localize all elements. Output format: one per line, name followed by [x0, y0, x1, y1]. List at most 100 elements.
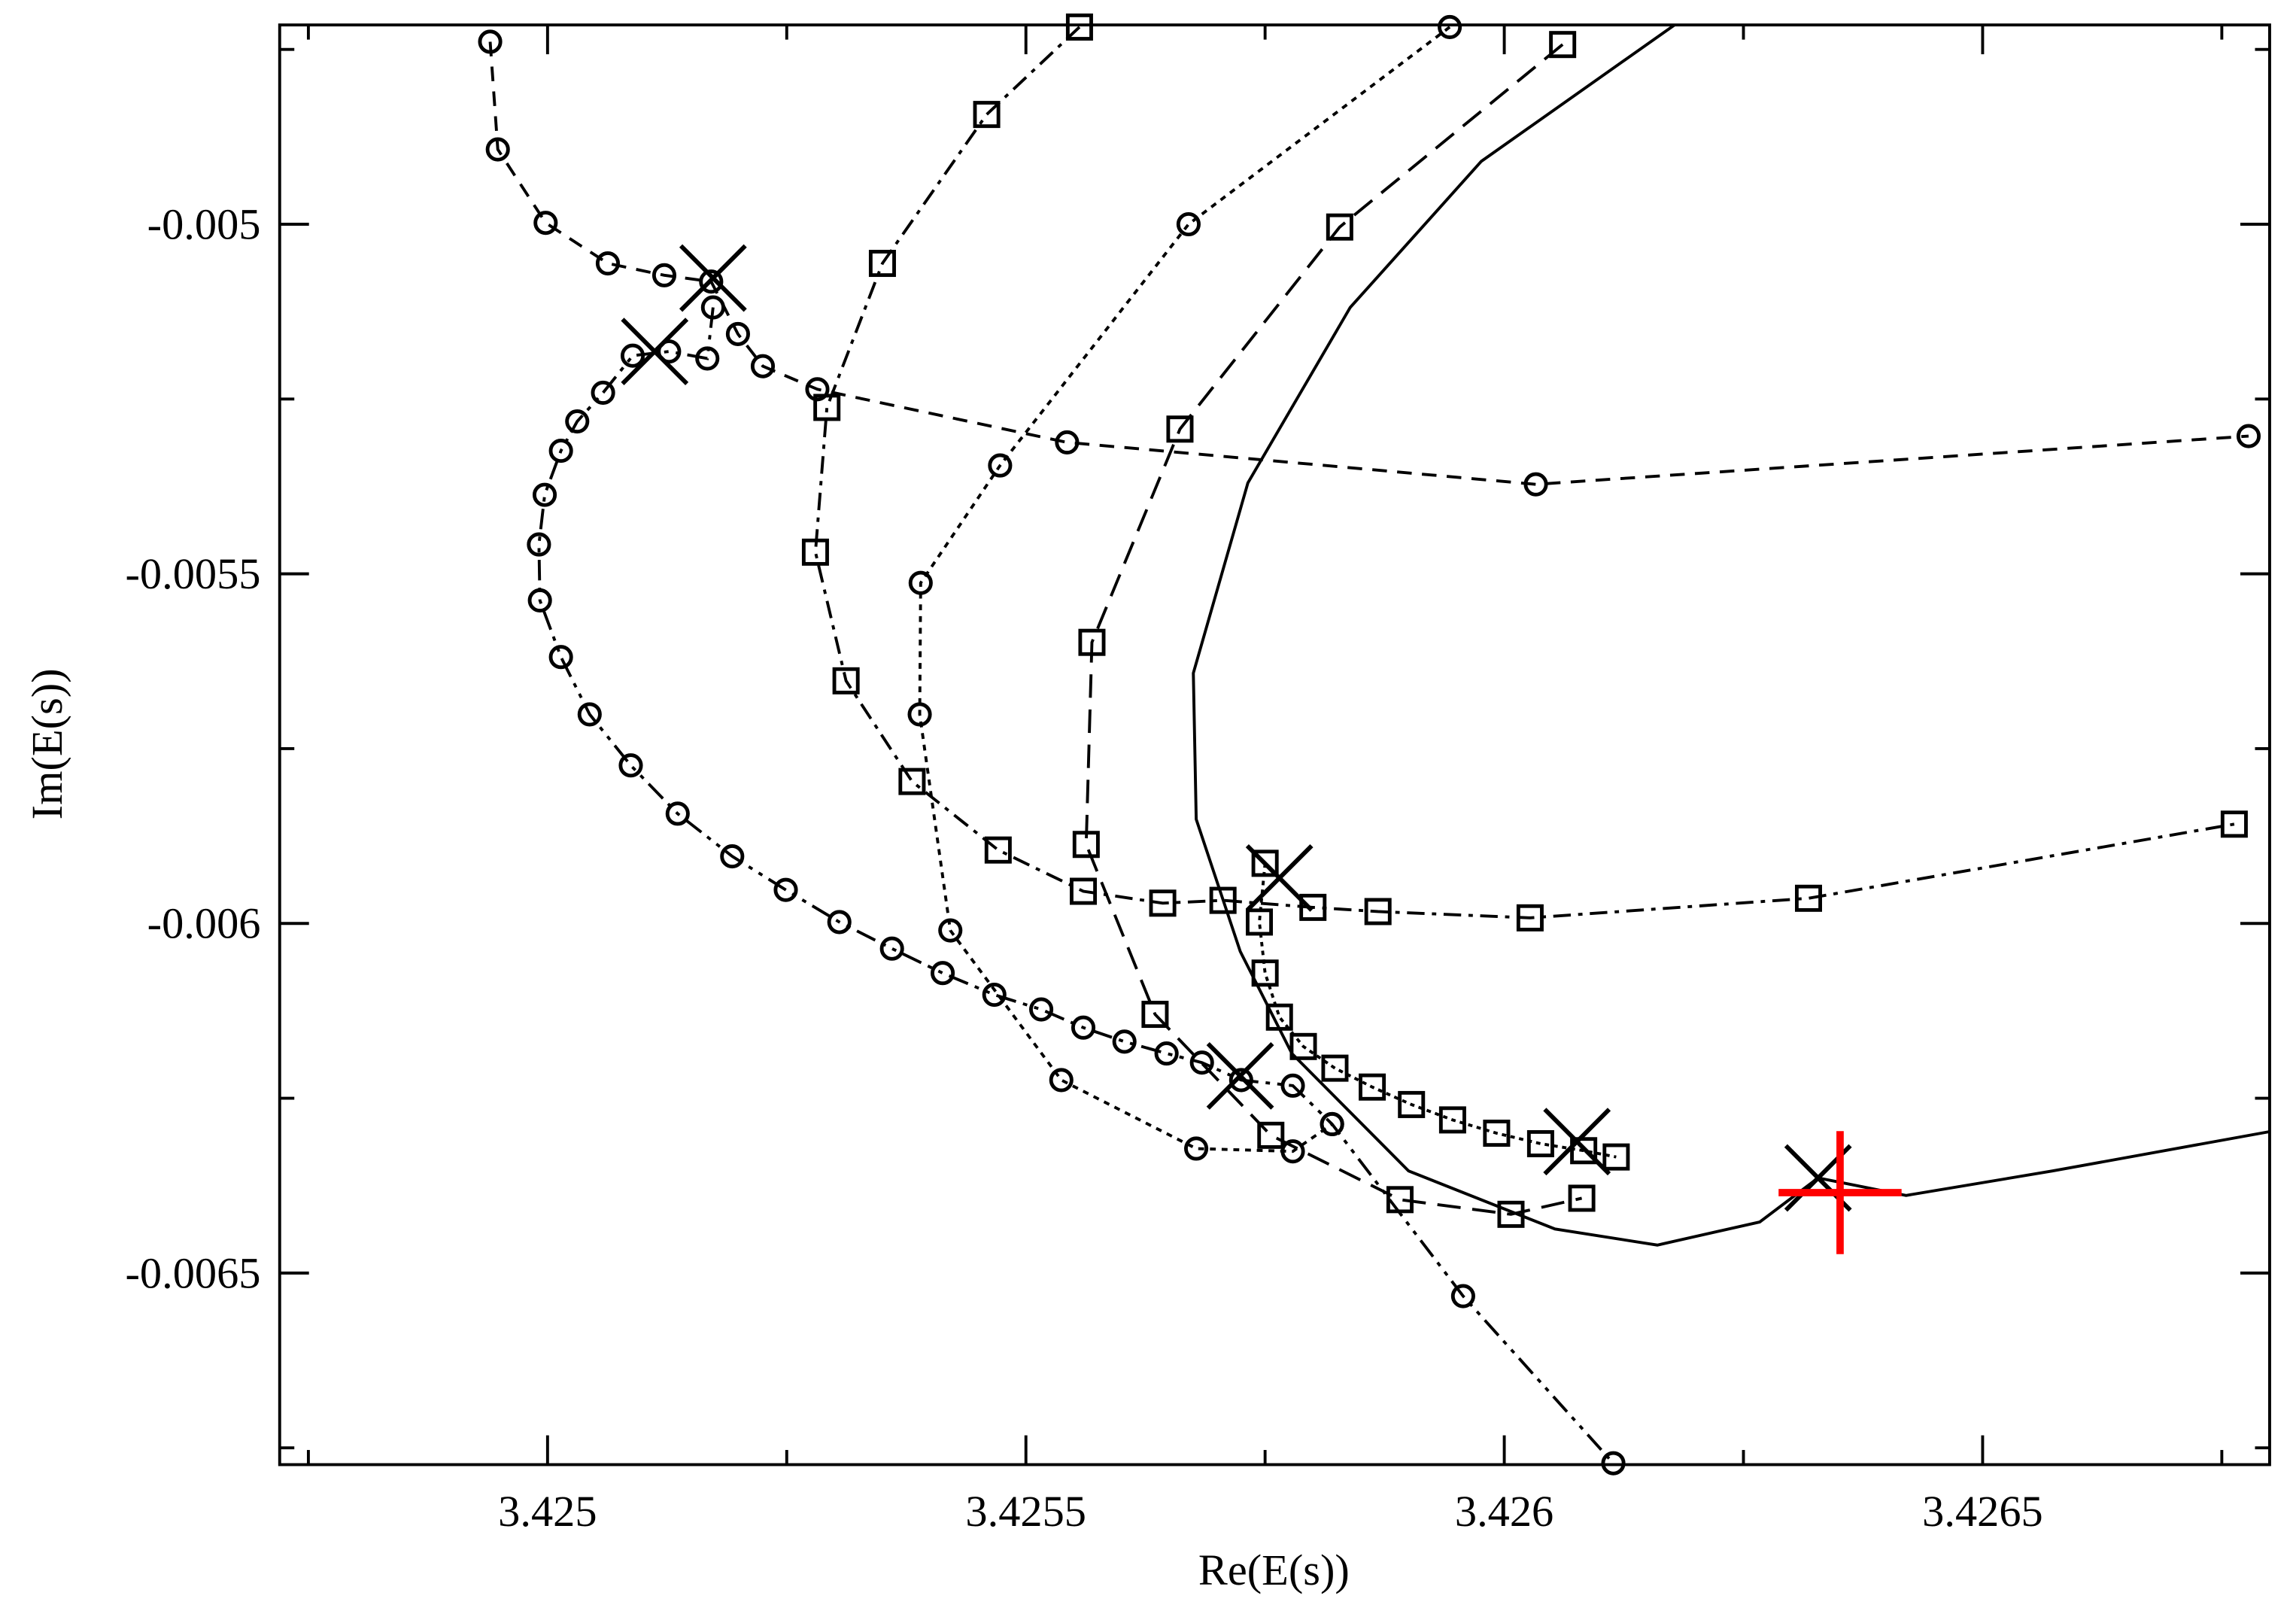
x-marker — [1206, 1041, 1274, 1110]
y-tick-label: -0.005 — [147, 199, 261, 248]
square-marker — [1246, 908, 1274, 936]
square-marker — [984, 836, 1012, 864]
square-marker — [1326, 213, 1353, 241]
square-marker — [1359, 1073, 1386, 1101]
circle-marker — [1029, 997, 1054, 1022]
circle-marker — [533, 211, 558, 236]
circle-marker — [1049, 1068, 1074, 1093]
circle-marker — [548, 645, 573, 670]
x-marker — [621, 318, 689, 386]
circle-marker — [988, 453, 1013, 478]
circle-marker — [1438, 14, 1462, 40]
square-marker — [1141, 1001, 1169, 1029]
square-marker — [1602, 1143, 1630, 1171]
series-line — [813, 26, 2235, 919]
circle-marker — [2236, 424, 2261, 448]
square-marker — [1065, 13, 1093, 41]
square-marker — [868, 250, 896, 278]
series-line — [1192, 25, 2270, 1247]
square-marker — [1251, 959, 1279, 987]
square-marker — [1166, 415, 1194, 443]
circle-marker — [665, 801, 690, 826]
circle-marker — [982, 982, 1007, 1008]
series-line — [488, 41, 2249, 486]
square-marker — [898, 767, 926, 795]
circle-marker — [618, 753, 643, 778]
square-marker — [1078, 628, 1106, 656]
square-marker — [1070, 877, 1098, 905]
square-marker — [1497, 1200, 1525, 1228]
x-tick-label: 3.425 — [498, 1487, 597, 1536]
circle-marker — [938, 918, 963, 943]
x-tick-label: 3.4265 — [1922, 1487, 2043, 1536]
series-line — [537, 307, 1615, 1464]
circle-marker — [1112, 1029, 1137, 1054]
x-marker — [1543, 1108, 1611, 1176]
square-marker — [1209, 886, 1237, 914]
square-marker — [1251, 850, 1279, 877]
square-marker — [1549, 31, 1577, 59]
circle-marker — [695, 346, 720, 371]
circle-marker — [1601, 1451, 1626, 1476]
circle-marker — [565, 409, 590, 434]
circle-marker — [1280, 1139, 1305, 1164]
circle-marker — [657, 339, 682, 364]
x-marker — [1245, 843, 1314, 912]
circle-marker — [699, 269, 724, 294]
square-marker — [1568, 1184, 1596, 1212]
circle-marker — [577, 702, 602, 727]
circle-marker — [1176, 211, 1201, 237]
circle-marker — [527, 532, 551, 557]
square-marker — [1299, 893, 1327, 921]
square-marker — [1794, 884, 1822, 912]
square-marker — [1257, 1121, 1285, 1149]
x-axis-label: Re(E(s)) — [1198, 1546, 1350, 1594]
circle-marker — [1280, 1073, 1305, 1098]
square-marker — [1072, 831, 1100, 859]
circle-marker — [750, 354, 776, 378]
circle-marker — [548, 439, 573, 464]
square-marker — [1149, 889, 1177, 917]
circle-marker — [527, 588, 552, 612]
circle-marker — [651, 263, 677, 287]
y-tick-label: -0.006 — [147, 899, 261, 948]
circle-marker — [591, 380, 615, 406]
circle-marker — [1189, 1050, 1214, 1075]
square-marker — [832, 667, 860, 695]
circle-marker — [879, 936, 904, 961]
circle-marker — [700, 295, 725, 320]
circle-marker — [1071, 1015, 1096, 1040]
circle-marker — [720, 843, 745, 869]
circle-marker — [595, 251, 621, 276]
circle-marker — [620, 343, 645, 368]
square-marker — [1321, 1054, 1349, 1082]
square-marker — [801, 538, 829, 566]
plus-marker — [1778, 1131, 1902, 1254]
square-marker — [2220, 810, 2248, 838]
x-tick-label: 3.426 — [1455, 1487, 1553, 1536]
circle-marker — [931, 961, 955, 986]
series-line — [918, 26, 1451, 1153]
circle-marker — [908, 570, 933, 595]
square-marker — [1570, 1137, 1598, 1165]
circle-marker — [1055, 430, 1080, 454]
x-marker — [679, 244, 747, 312]
circle-marker — [827, 910, 852, 935]
x-tick-label: 3.4255 — [965, 1487, 1086, 1536]
circle-marker — [485, 137, 510, 162]
circle-marker — [805, 377, 830, 402]
y-tick-label: -0.0065 — [125, 1248, 260, 1297]
circle-marker — [1228, 1068, 1253, 1093]
y-axis-label: Im(E(s)) — [23, 668, 71, 819]
square-marker — [1386, 1186, 1414, 1214]
series-line — [1258, 863, 1617, 1159]
square-marker — [1364, 898, 1392, 926]
circle-marker — [773, 877, 798, 902]
y-tick-label: -0.0055 — [125, 549, 260, 598]
circle-marker — [478, 29, 503, 54]
square-marker — [1483, 1120, 1511, 1147]
circle-marker — [1320, 1111, 1344, 1137]
square-marker — [813, 394, 841, 421]
